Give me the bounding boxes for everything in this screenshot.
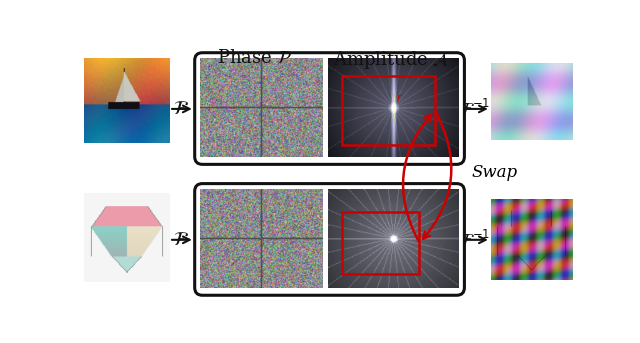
FancyArrowPatch shape	[423, 113, 451, 239]
FancyBboxPatch shape	[195, 184, 465, 295]
Text: $\mathcal{F}^{-1}$: $\mathcal{F}^{-1}$	[461, 99, 490, 119]
Text: Amplitude $\mathcal{A}$: Amplitude $\mathcal{A}$	[333, 49, 450, 71]
Text: $\mathcal{F}$: $\mathcal{F}$	[173, 231, 189, 249]
FancyBboxPatch shape	[195, 53, 465, 164]
Text: Swap: Swap	[472, 164, 518, 180]
Bar	[342, 212, 419, 274]
Text: Phase $\mathcal{P}$: Phase $\mathcal{P}$	[217, 49, 292, 67]
FancyArrowPatch shape	[403, 115, 431, 240]
Bar	[342, 76, 435, 145]
Text: $\mathcal{F}^{-1}$: $\mathcal{F}^{-1}$	[461, 230, 490, 250]
Text: $r$: $r$	[396, 92, 403, 103]
Text: $\mathcal{F}$: $\mathcal{F}$	[173, 100, 189, 118]
